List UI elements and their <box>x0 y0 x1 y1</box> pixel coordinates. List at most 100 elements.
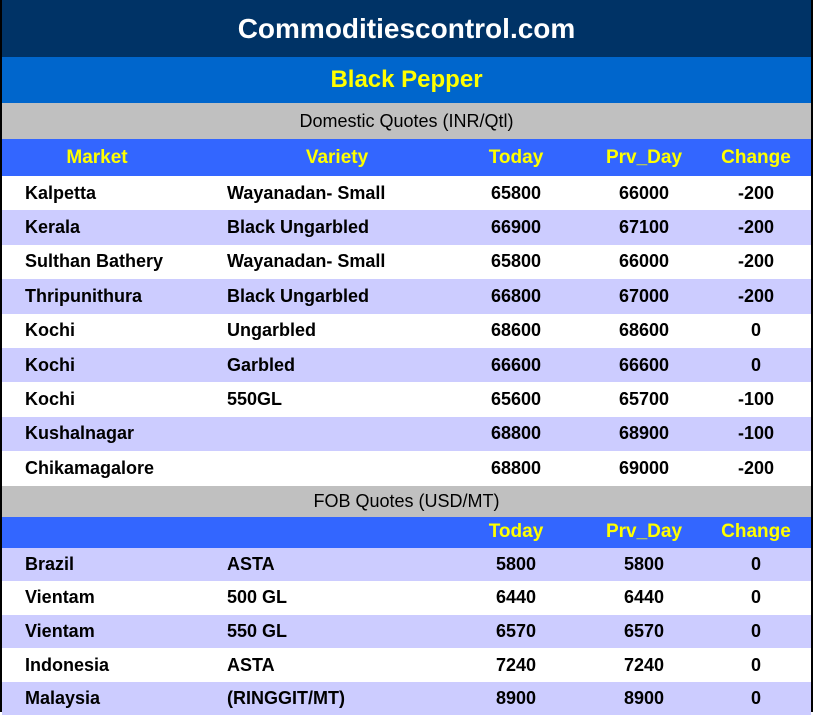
table-row: Thripunithura Black Ungarbled 66800 67000 -2… <box>2 279 811 314</box>
cell-variety: Ungarbled <box>227 320 317 341</box>
cell-today: 68800 <box>490 457 542 478</box>
cell-change: 0 <box>750 553 761 574</box>
cell-change: -200 <box>737 285 775 306</box>
cell-today: 8900 <box>495 688 537 709</box>
cell-change: 0 <box>750 688 761 709</box>
cell-prv-day: 5800 <box>623 553 665 574</box>
fob-heading: FOB Quotes (USD/MT) <box>2 485 811 517</box>
cell-prv-day: 67000 <box>618 285 670 306</box>
column-header-prv-day: Prv_Day <box>605 521 683 543</box>
table-row: Vientam 550 GL 6570 6570 0 <box>2 614 811 649</box>
table-row: Malaysia (RINGGIT/MT) 8900 8900 0 <box>2 681 811 715</box>
cell-change: -100 <box>737 423 775 444</box>
cell-prv-day: 8900 <box>623 688 665 709</box>
cell-change: -200 <box>737 217 775 238</box>
table-row: Chikamagalore 68800 69000 -200 <box>2 451 811 485</box>
cell-today: 6570 <box>495 621 537 641</box>
cell-variety: Black Ungarbled <box>227 217 370 238</box>
cell-change: 0 <box>750 354 761 375</box>
column-header-prv-day: Prv_Day <box>605 146 683 168</box>
column-header-variety: Variety <box>305 146 369 168</box>
cell-market: Kerala <box>25 217 81 238</box>
cell-prv-day: 65700 <box>618 389 670 410</box>
cell-market: Kochi <box>25 354 76 375</box>
cell-today: 66600 <box>490 354 542 375</box>
table-row: Brazil ASTA 5800 5800 0 <box>2 547 811 582</box>
cell-market: Malaysia <box>25 688 101 709</box>
column-header-market <box>42 517 152 548</box>
cell-market: Vientam <box>25 621 95 641</box>
cell-prv-day: 68600 <box>618 320 670 341</box>
cell-change: 0 <box>750 621 761 641</box>
table-row: Kochi 550GL 65600 65700 -100 <box>2 382 811 416</box>
cell-change: -200 <box>737 182 775 203</box>
cell-today: 68600 <box>490 320 542 341</box>
table-row: Kushalnagar 68800 68900 -100 <box>2 416 811 452</box>
cell-today: 5800 <box>495 553 537 574</box>
table-row: Kochi Ungarbled 68600 68600 0 <box>2 314 811 348</box>
cell-variety: Black Ungarbled <box>227 285 370 306</box>
column-header-today: Today <box>488 521 544 543</box>
domestic-rows: Kalpetta Wayanadan- Small 65800 66000 -200 Ke… <box>2 176 811 486</box>
cell-variety: (RINGGIT/MT) <box>227 688 345 709</box>
fob-rows: Brazil ASTA 5800 5800 0 Vientam 500 GL 6440 6440… <box>2 547 811 715</box>
cell-prv-day: 7240 <box>623 654 665 675</box>
column-header-variety <box>262 517 412 548</box>
cell-today: 66900 <box>490 217 542 238</box>
cell-market: Indonesia <box>25 654 110 675</box>
site-title: Commoditiescontrol.com <box>2 0 811 57</box>
domestic-heading: Domestic Quotes (INR/Qtl) <box>2 103 811 139</box>
cell-market: Vientam <box>25 587 95 608</box>
cell-change: -100 <box>737 389 775 410</box>
table-row: Vientam 500 GL 6440 6440 0 <box>2 581 811 615</box>
table-row: Sulthan Bathery Wayanadan- Small 65800 6600… <box>2 245 811 279</box>
cell-today: 66800 <box>490 285 542 306</box>
cell-variety: Wayanadan- Small <box>227 251 386 272</box>
cell-prv-day: 68900 <box>618 423 670 444</box>
cell-variety: 500 GL <box>227 587 288 608</box>
cell-today: 68800 <box>490 423 542 444</box>
cell-today: 6440 <box>495 587 537 608</box>
cell-change: 0 <box>750 654 761 675</box>
table-row: Kerala Black Ungarbled 66900 67100 -200 <box>2 210 811 245</box>
commodity-title: Black Pepper <box>2 57 811 103</box>
cell-market: Chikamagalore <box>25 457 155 478</box>
cell-market: Kalpetta <box>25 182 97 203</box>
cell-market: Brazil <box>25 553 75 574</box>
cell-change: 0 <box>750 587 761 608</box>
cell-variety: 550GL <box>227 389 283 410</box>
cell-variety: ASTA <box>227 553 275 574</box>
cell-variety: Wayanadan- Small <box>227 182 386 203</box>
column-header-today: Today <box>488 146 544 168</box>
cell-prv-day: 67100 <box>618 217 670 238</box>
cell-variety: ASTA <box>227 654 275 675</box>
column-header-change: Change <box>721 521 791 543</box>
table-row: Kalpetta Wayanadan- Small 65800 66000 -200 <box>2 176 811 210</box>
column-header-market: Market <box>66 146 128 168</box>
cell-today: 65800 <box>490 251 542 272</box>
cell-prv-day: 6570 <box>623 621 665 641</box>
cell-prv-day: 69000 <box>618 457 670 478</box>
cell-prv-day: 66000 <box>618 251 670 272</box>
cell-prv-day: 66600 <box>618 354 670 375</box>
domestic-column-header: Market Variety Today Prv_Day Change <box>2 139 811 176</box>
cell-today: 65800 <box>490 182 542 203</box>
cell-today: 65600 <box>490 389 542 410</box>
cell-market: Kochi <box>25 389 76 410</box>
table-row: Indonesia ASTA 7240 7240 0 <box>2 648 811 682</box>
cell-market: Thripunithura <box>25 285 142 306</box>
cell-variety: 550 GL <box>227 621 288 641</box>
cell-market: Kushalnagar <box>25 423 135 444</box>
cell-change: -200 <box>737 251 775 272</box>
table-row: Kochi Garbled 66600 66600 0 <box>2 347 811 383</box>
cell-today: 7240 <box>495 654 537 675</box>
cell-market: Kochi <box>25 320 76 341</box>
cell-change: -200 <box>737 457 775 478</box>
cell-prv-day: 66000 <box>618 182 670 203</box>
column-header-change: Change <box>721 146 791 168</box>
cell-change: 0 <box>750 320 761 341</box>
cell-variety: Garbled <box>227 354 296 375</box>
fob-column-header: Today Prv_Day Change <box>2 516 811 548</box>
cell-prv-day: 6440 <box>623 587 665 608</box>
